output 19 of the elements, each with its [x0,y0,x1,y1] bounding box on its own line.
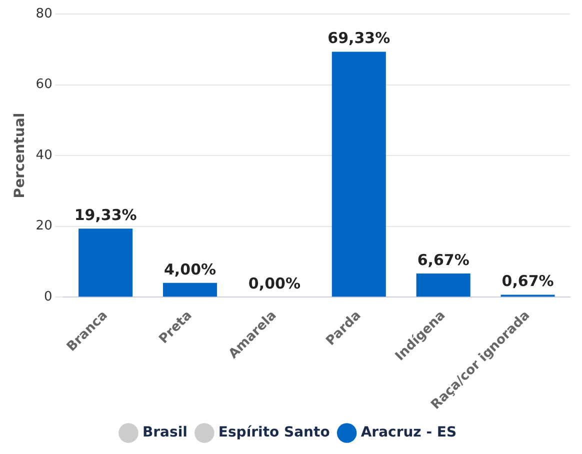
y-tick-label: 60 [36,77,52,92]
bar [78,228,133,297]
legend-label: Espírito Santo [218,424,330,441]
y-tick-label: 40 [36,148,52,163]
bar [416,273,470,297]
legend-label: Aracruz - ES [360,424,457,441]
y-tick-label: 20 [36,218,52,234]
y-tick-label: 80 [36,6,52,22]
data-label: 0,00% [248,274,300,292]
y-tick-label: 0 [44,289,52,304]
y-axis-title: Percentual [12,112,28,198]
data-label: 6,67% [417,250,470,269]
data-label: 69,33% [328,29,390,48]
bar [332,52,386,297]
data-label: 4,00% [164,260,216,278]
bar [162,282,218,297]
data-label: 0,67% [502,272,554,290]
data-label: 19,33% [74,206,137,224]
legend-label: Brasil [142,424,188,441]
